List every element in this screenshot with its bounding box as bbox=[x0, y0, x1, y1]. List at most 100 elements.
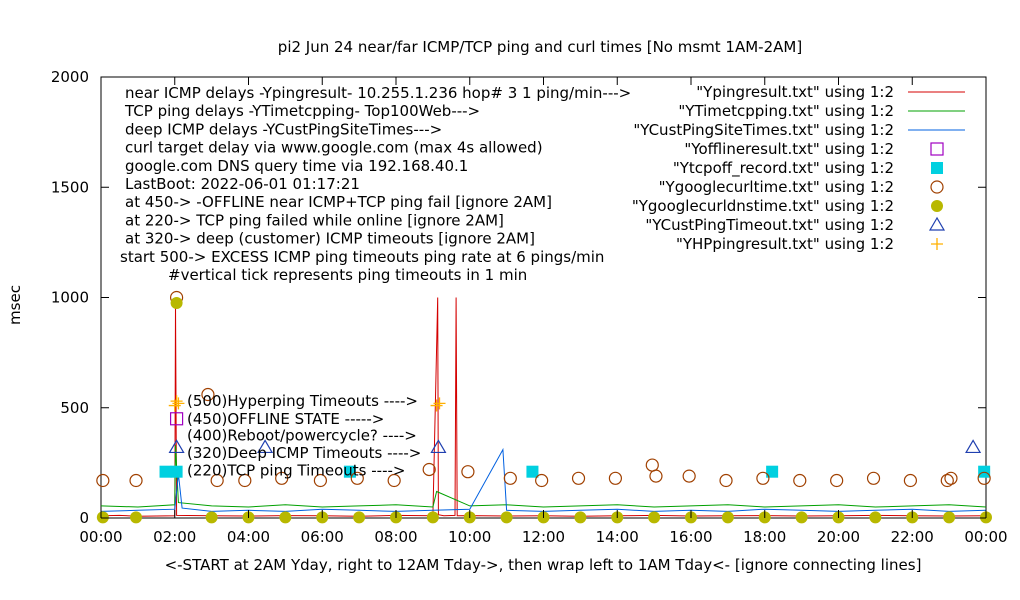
data-point bbox=[201, 387, 215, 402]
annotation-text: (320)Deep ICMP Timeouts ----> bbox=[187, 444, 421, 462]
data-point bbox=[682, 469, 696, 483]
info-line: near ICMP delays -Ypingresult- 10.255.1.… bbox=[125, 84, 631, 102]
annotation-text: (500)Hyperping Timeouts ----> bbox=[187, 392, 418, 410]
x-axis-label: <-START at 2AM Yday, right to 12AM Tday-… bbox=[165, 556, 922, 574]
info-line: at 450-> -OFFLINE near ICMP+TCP ping fai… bbox=[125, 193, 552, 211]
series-layer bbox=[96, 290, 992, 524]
info-line: at 220-> TCP ping failed while online [i… bbox=[125, 211, 504, 229]
axis-layer: 0 500 1000 1500 2000 00:00 02:00 04:00 06:00 08:0… bbox=[51, 68, 1008, 546]
data-point bbox=[210, 473, 224, 488]
data-point bbox=[130, 511, 143, 524]
data-point bbox=[866, 471, 881, 485]
data-point bbox=[869, 511, 882, 524]
series-4 bbox=[159, 465, 991, 478]
data-point bbox=[503, 471, 517, 485]
annotation-text: (450)OFFLINE STATE -----> bbox=[187, 410, 384, 428]
data-point bbox=[170, 297, 183, 310]
data-point bbox=[571, 471, 586, 485]
data-point bbox=[205, 511, 218, 524]
info-line: #vertical tick represents ping timeouts … bbox=[168, 266, 527, 284]
data-point bbox=[977, 471, 991, 485]
x-tick-label: 00:00 bbox=[964, 528, 1007, 546]
data-point bbox=[526, 465, 539, 478]
data-point bbox=[649, 469, 663, 483]
chart-title: pi2 Jun 24 near/far ICMP/TCP ping and cu… bbox=[278, 38, 802, 56]
legend-swatch bbox=[930, 142, 944, 156]
data-point bbox=[170, 395, 183, 408]
series-1 bbox=[100, 445, 987, 508]
data-point bbox=[168, 439, 185, 454]
data-point bbox=[944, 471, 958, 485]
data-point bbox=[159, 465, 172, 478]
y-axis-label: msec bbox=[6, 285, 24, 325]
data-point bbox=[313, 473, 328, 488]
data-point bbox=[129, 473, 143, 488]
data-point bbox=[430, 399, 443, 412]
info-line: start 500-> EXCESS ICMP ping timeouts pi… bbox=[120, 248, 604, 266]
series-7 bbox=[168, 439, 982, 454]
series-0 bbox=[100, 297, 987, 517]
legend-label: "YCustPingSiteTimes.txt" using 1:2 bbox=[633, 121, 894, 139]
legend-label: "Ygooglecurltime.txt" using 1:2 bbox=[659, 178, 894, 196]
legend-swatch bbox=[931, 162, 943, 174]
data-point bbox=[795, 511, 808, 524]
y-tick-label: 500 bbox=[60, 399, 89, 417]
data-point bbox=[608, 471, 623, 485]
x-tick-label: 04:00 bbox=[227, 528, 270, 546]
data-point bbox=[275, 471, 289, 485]
data-point bbox=[756, 471, 770, 485]
data-point bbox=[648, 511, 661, 524]
data-point bbox=[461, 465, 475, 479]
data-point bbox=[830, 473, 844, 488]
legend-swatch bbox=[930, 180, 944, 194]
legend-label: "Yofflineresult.txt" using 1:2 bbox=[684, 140, 894, 158]
data-point bbox=[387, 473, 401, 488]
x-tick-label: 20:00 bbox=[817, 528, 860, 546]
legend-swatch bbox=[928, 216, 946, 231]
annotation-text: (220)TCP ping Timeouts ----> bbox=[187, 462, 405, 480]
data-point bbox=[500, 511, 513, 524]
data-point bbox=[170, 465, 183, 478]
data-point bbox=[238, 473, 252, 488]
data-point bbox=[172, 397, 185, 410]
x-tick-label: 08:00 bbox=[374, 528, 417, 546]
legend-swatch bbox=[931, 238, 943, 250]
legend-label: "YCustPingTimeout.txt" using 1:2 bbox=[645, 216, 894, 234]
info-line: google.com DNS query time via 192.168.40… bbox=[125, 157, 468, 175]
data-point bbox=[422, 462, 436, 477]
info-line: TCP ping delays -YTimetcpping- Top100Web… bbox=[124, 102, 480, 120]
legend: "Ypingresult.txt" using 1:2"YTimetcpping… bbox=[632, 83, 965, 253]
data-point bbox=[721, 511, 734, 524]
data-point bbox=[257, 439, 274, 454]
legend-label: "Ypingresult.txt" using 1:2 bbox=[696, 83, 894, 101]
info-line: at 320-> deep (customer) ICMP timeouts [… bbox=[125, 230, 535, 248]
legend-label: "Ygooglecurldnstime.txt" using 1:2 bbox=[632, 197, 894, 215]
annotation-block: (500)Hyperping Timeouts ---->(450)OFFLIN… bbox=[187, 392, 421, 479]
data-point bbox=[350, 471, 364, 485]
series-line bbox=[100, 445, 987, 508]
info-line: LastBoot: 2022-06-01 01:17:21 bbox=[125, 175, 360, 193]
data-point bbox=[645, 458, 659, 472]
series-line bbox=[100, 297, 987, 517]
data-point bbox=[965, 439, 982, 454]
data-point bbox=[430, 439, 447, 454]
y-tick-label: 1500 bbox=[51, 178, 89, 196]
info-line: curl target delay via www.google.com (ma… bbox=[125, 139, 543, 157]
legend-label: "YTimetcpping.txt" using 1:2 bbox=[678, 102, 894, 120]
data-point bbox=[719, 473, 733, 488]
x-tick-label: 14:00 bbox=[596, 528, 639, 546]
annotation-text: (400)Reboot/powercycle? ----> bbox=[187, 426, 417, 444]
legend-label: "YHPpingresult.txt" using 1:2 bbox=[676, 235, 894, 253]
data-point bbox=[574, 511, 587, 524]
x-tick-label: 06:00 bbox=[301, 528, 344, 546]
data-point bbox=[766, 465, 779, 478]
legend-label: "Ytcpoff_record.txt" using 1:2 bbox=[673, 159, 894, 178]
series-8 bbox=[168, 395, 446, 412]
series-5 bbox=[96, 290, 991, 488]
data-point bbox=[169, 412, 184, 426]
data-point bbox=[978, 465, 991, 478]
data-point bbox=[279, 511, 292, 524]
x-tick-label: 02:00 bbox=[153, 528, 196, 546]
data-point bbox=[903, 473, 918, 488]
x-tick-label: 00:00 bbox=[79, 528, 122, 546]
